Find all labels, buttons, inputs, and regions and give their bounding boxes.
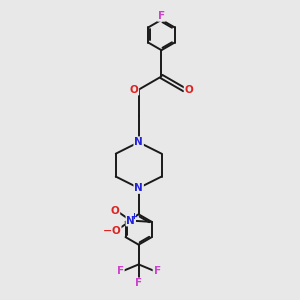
Text: F: F <box>154 266 160 276</box>
Text: N: N <box>134 183 143 193</box>
Text: +: + <box>130 212 137 221</box>
Text: O: O <box>111 206 119 216</box>
Text: N: N <box>134 137 143 147</box>
Text: −: − <box>102 226 112 236</box>
Text: F: F <box>117 266 124 276</box>
Text: F: F <box>135 278 142 288</box>
Text: O: O <box>130 85 138 94</box>
Text: N: N <box>126 216 135 226</box>
Text: F: F <box>158 11 165 21</box>
Text: O: O <box>184 85 193 94</box>
Text: O: O <box>112 226 121 236</box>
